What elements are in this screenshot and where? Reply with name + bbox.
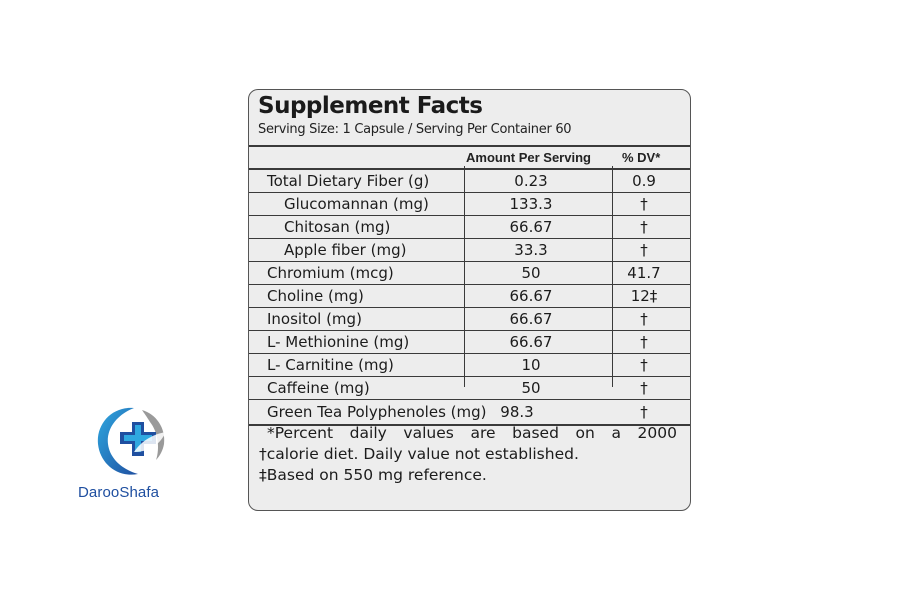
nutrient-amount: 50	[521, 379, 541, 397]
nutrient-amount: 66.67	[509, 218, 553, 236]
header-dv: % DV*	[622, 150, 661, 165]
nutrient-dv: †	[640, 379, 648, 397]
table-header: Amount Per Serving % DV*	[249, 145, 690, 170]
nutrient-amount: 98.3	[500, 403, 534, 421]
table-row: L- Methionine (mg) 66.67 †	[249, 331, 690, 354]
nutrient-name: Glucomannan (mg)	[284, 195, 429, 213]
nutrient-dv: †	[640, 241, 648, 259]
nutrient-amount: 10	[521, 356, 541, 374]
nutrient-amount: 0.23	[514, 172, 548, 190]
footnotes: *Percent daily values are based on a 200…	[259, 423, 684, 486]
table-row: L- Carnitine (mg) 10 †	[249, 354, 690, 377]
table-row: Glucomannan (mg) 133.3 †	[249, 193, 690, 216]
nutrient-dv: 41.7	[627, 264, 661, 282]
nutrient-name: Green Tea Polyphenoles (mg)	[267, 403, 487, 421]
brand-logo: DarooShafa	[78, 402, 184, 502]
nutrient-dv: 0.9	[632, 172, 656, 190]
brand-name: DarooShafa	[78, 484, 160, 501]
table-row: Chromium (mcg) 50 41.7	[249, 262, 690, 285]
table-row: Inositol (mg) 66.67 †	[249, 308, 690, 331]
nutrient-name: Inositol (mg)	[267, 310, 362, 328]
nutrient-name: Chitosan (mg)	[284, 218, 391, 236]
table-row: Apple fiber (mg) 33.3 †	[249, 239, 690, 262]
column-divider	[464, 166, 465, 387]
table-row: Green Tea Polyphenoles (mg) 98.3 †	[249, 400, 690, 426]
nutrient-name: Chromium (mcg)	[267, 264, 394, 282]
nutrient-dv: †	[640, 218, 648, 236]
table-row: Caffeine (mg) 50 †	[249, 377, 690, 400]
nutrient-dv: †	[640, 403, 648, 421]
column-divider	[612, 166, 613, 387]
footnote-percent: *Percent daily values are based on a 200…	[267, 424, 677, 442]
nutrient-amount: 33.3	[514, 241, 548, 259]
table-row: Choline (mg) 66.67 12‡	[249, 285, 690, 308]
nutrient-dv: †	[640, 310, 648, 328]
nutrient-name: Apple fiber (mg)	[284, 241, 407, 259]
nutrient-dv: †	[640, 356, 648, 374]
medical-cross-leaf-icon	[97, 407, 166, 475]
supplement-facts-panel: Supplement Facts Serving Size: 1 Capsule…	[248, 89, 691, 511]
nutrient-name: Total Dietary Fiber (g)	[267, 172, 430, 190]
footnote-double-dagger: ‡Based on 550 mg reference.	[259, 466, 487, 484]
nutrient-name: Caffeine (mg)	[267, 379, 370, 397]
nutrient-name: L- Carnitine (mg)	[267, 356, 394, 374]
nutrient-dv: 12‡	[630, 287, 658, 305]
nutrient-amount: 66.67	[509, 287, 553, 305]
nutrient-amount: 50	[521, 264, 541, 282]
panel-title: Supplement Facts	[258, 93, 483, 119]
nutrient-amount: 66.67	[509, 310, 553, 328]
table-row: Total Dietary Fiber (g) 0.23 0.9	[249, 170, 690, 193]
nutrient-amount: 66.67	[509, 333, 553, 351]
nutrient-name: L- Methionine (mg)	[267, 333, 410, 351]
nutrient-dv: †	[640, 195, 648, 213]
nutrient-amount: 133.3	[509, 195, 553, 213]
facts-table: Amount Per Serving % DV* Total Dietary F…	[249, 145, 690, 426]
serving-size: Serving Size: 1 Capsule / Serving Per Co…	[258, 122, 572, 137]
nutrient-dv: †	[640, 333, 648, 351]
footnote-dagger: †calorie diet. Daily value not establish…	[259, 445, 579, 463]
table-row: Chitosan (mg) 66.67 †	[249, 216, 690, 239]
nutrient-name: Choline (mg)	[267, 287, 364, 305]
header-amount: Amount Per Serving	[466, 150, 591, 165]
